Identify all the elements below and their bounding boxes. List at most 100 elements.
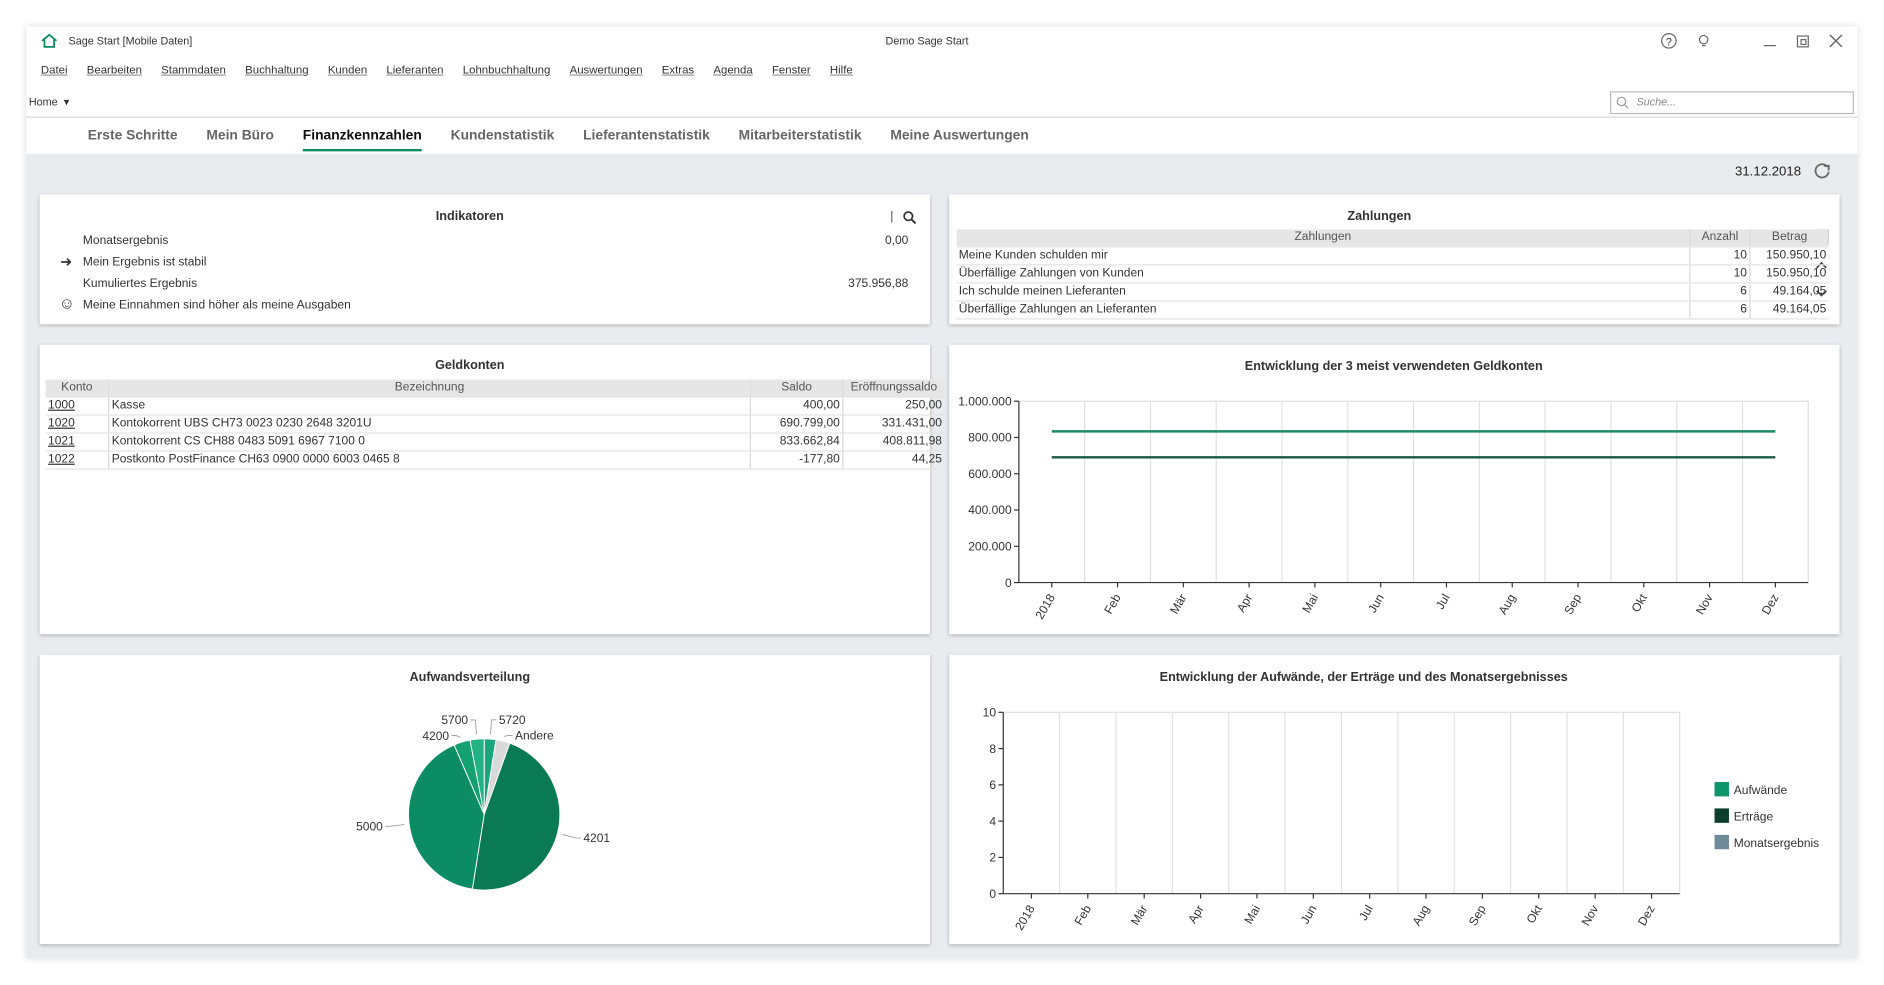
x-tick-label: Dez <box>1759 591 1782 616</box>
x-tick-label: Feb <box>1101 591 1124 616</box>
x-tick-label: Dez <box>1635 903 1658 928</box>
leader-line <box>385 824 405 827</box>
tab[interactable]: Finanzkennzahlen <box>302 129 422 152</box>
table-row: 1021 Kontokorrent CS CH88 0483 5091 6967 … <box>45 433 945 452</box>
chart-title: Entwicklung der Aufwände, der Erträge un… <box>1160 670 1568 684</box>
restore-button[interactable] <box>1795 32 1812 49</box>
menu-item[interactable]: Stammdaten <box>161 63 226 77</box>
legend-swatch <box>1714 808 1729 823</box>
home-dropdown[interactable]: Home ▾ <box>28 96 70 109</box>
pie-label: 4200 <box>422 729 449 743</box>
legend-swatch <box>1714 781 1729 797</box>
menu-item[interactable]: Hilfe <box>829 63 853 77</box>
menu-item[interactable]: Bearbeiten <box>86 63 142 77</box>
pie-label: Andere <box>515 729 554 743</box>
table-cell: 833.662,84 <box>749 433 843 452</box>
menu-item[interactable]: Buchhaltung <box>245 63 309 77</box>
x-tick-label: Apr <box>1185 903 1206 926</box>
account-link[interactable]: 1000 <box>45 396 109 416</box>
y-tick-label: 10 <box>983 706 997 720</box>
table-cell: 49.164,05 <box>1749 300 1829 320</box>
table-cell: 6 <box>1689 300 1750 320</box>
x-tick-label: Sep <box>1561 591 1584 617</box>
indicator-label: Monatsergebnis <box>82 234 169 248</box>
help-button[interactable]: ? <box>1660 32 1677 49</box>
close-button[interactable] <box>1827 32 1844 49</box>
window-center-title: Demo Sage Start <box>885 34 969 47</box>
panel-indikatoren <box>39 194 930 325</box>
header-row: Zahlungen Anzahl Betrag <box>956 229 1829 248</box>
table-cell: 44,25 <box>842 451 945 470</box>
table-cell: Ich schulde meinen Lieferanten <box>956 282 1690 302</box>
pie-label: 5700 <box>441 713 468 727</box>
svg-text:?: ? <box>1666 37 1672 49</box>
tab[interactable]: Lieferantenstatistik <box>583 128 710 143</box>
x-tick-label: 2018 <box>1012 902 1038 932</box>
tab[interactable]: Meine Auswertungen <box>890 128 1029 143</box>
table-cell: Meine Kunden schulden mir <box>956 246 1690 266</box>
menu-item[interactable]: Lohnbuchhaltung <box>462 63 551 77</box>
leader-line <box>504 735 513 737</box>
x-tick-label: Mär <box>1128 903 1150 928</box>
table-row: Meine Kunden schulden mir 10 150.950,10 <box>956 246 1829 266</box>
x-tick-label: Feb <box>1072 902 1095 927</box>
tab[interactable]: Mitarbeiterstatistik <box>738 128 862 143</box>
y-tick-label: 1.000.000 <box>958 394 1012 408</box>
account-link[interactable]: 1020 <box>45 415 109 434</box>
table-cell: 6 <box>1689 282 1750 302</box>
zahlungen-title: Zahlungen <box>1347 209 1412 224</box>
legend-swatch <box>1714 834 1729 850</box>
table-cell: 408.811,98 <box>842 433 945 452</box>
table-cell: Kontokorrent CS CH88 0483 5091 6967 7100… <box>108 433 751 452</box>
menu-item[interactable]: Agenda <box>713 63 753 77</box>
table-cell: 10 <box>1689 264 1750 284</box>
column-header: Eröffnungssaldo <box>842 379 945 398</box>
y-tick-label: 600.000 <box>968 467 1012 481</box>
pie-label: 5720 <box>499 713 526 727</box>
tab[interactable]: Mein Büro <box>206 128 274 143</box>
search-placeholder: Suche... <box>1636 96 1677 109</box>
x-tick-label: Aug <box>1496 591 1519 616</box>
table-cell: Überfällige Zahlungen von Kunden <box>956 264 1690 284</box>
refresh-button[interactable] <box>1813 162 1831 180</box>
account-link[interactable]: 1021 <box>45 433 109 452</box>
column-header: Anzahl <box>1689 229 1750 248</box>
table-row: Ich schulde meinen Lieferanten 6 49.164,05 <box>956 282 1829 302</box>
table-cell: 49.164,05 <box>1749 282 1829 302</box>
menu-item[interactable]: Lieferanten <box>386 63 444 77</box>
menu-item[interactable]: Kunden <box>327 63 368 77</box>
table-row: Überfällige Zahlungen an Lieferanten 6 49.… <box>956 300 1829 320</box>
search-box[interactable]: Suche... <box>1610 91 1854 115</box>
indicator-label: Kumuliertes Ergebnis <box>82 277 198 291</box>
leader-line <box>490 719 497 735</box>
table-cell: 690.799,00 <box>749 415 843 434</box>
x-tick-label: Apr <box>1234 591 1255 614</box>
menu-item[interactable]: Auswertungen <box>569 63 643 77</box>
pie-label: 4201 <box>583 831 610 845</box>
table-row: Überfällige Zahlungen von Kunden 10 150.95… <box>956 264 1829 284</box>
menu-item[interactable]: Fenster <box>771 63 811 77</box>
minimize-button[interactable] <box>1761 32 1778 49</box>
y-tick-label: 200.000 <box>968 540 1012 554</box>
separator: | <box>890 210 894 224</box>
chart-title: Aufwandsverteilung <box>410 670 531 684</box>
table-cell: Kasse <box>108 396 751 416</box>
y-tick-label: 8 <box>989 742 996 756</box>
table-row: 1020 Kontokorrent UBS CH73 0023 0230 2648… <box>45 415 945 434</box>
menu-item[interactable]: Datei <box>40 63 68 77</box>
zoom-button[interactable] <box>902 210 917 225</box>
menu-item[interactable]: Extras <box>661 63 695 77</box>
leader-line <box>470 719 478 735</box>
x-tick-label: Okt <box>1629 591 1651 615</box>
tips-button[interactable] <box>1695 32 1712 49</box>
smiley-icon: ☺ <box>58 294 75 313</box>
account-link[interactable]: 1022 <box>45 451 109 470</box>
indicator-value: 0,00 <box>884 234 909 248</box>
table-cell: 150.950,10 <box>1749 246 1829 266</box>
table-row: 1022 Postkonto PostFinance CH63 0900 0000… <box>45 451 945 470</box>
tab[interactable]: Erste Schritte <box>87 128 178 143</box>
table: Konto Bezeichnung Saldo Eröffnungssaldo 1000… <box>45 379 945 470</box>
tab[interactable]: Kundenstatistik <box>450 128 555 143</box>
